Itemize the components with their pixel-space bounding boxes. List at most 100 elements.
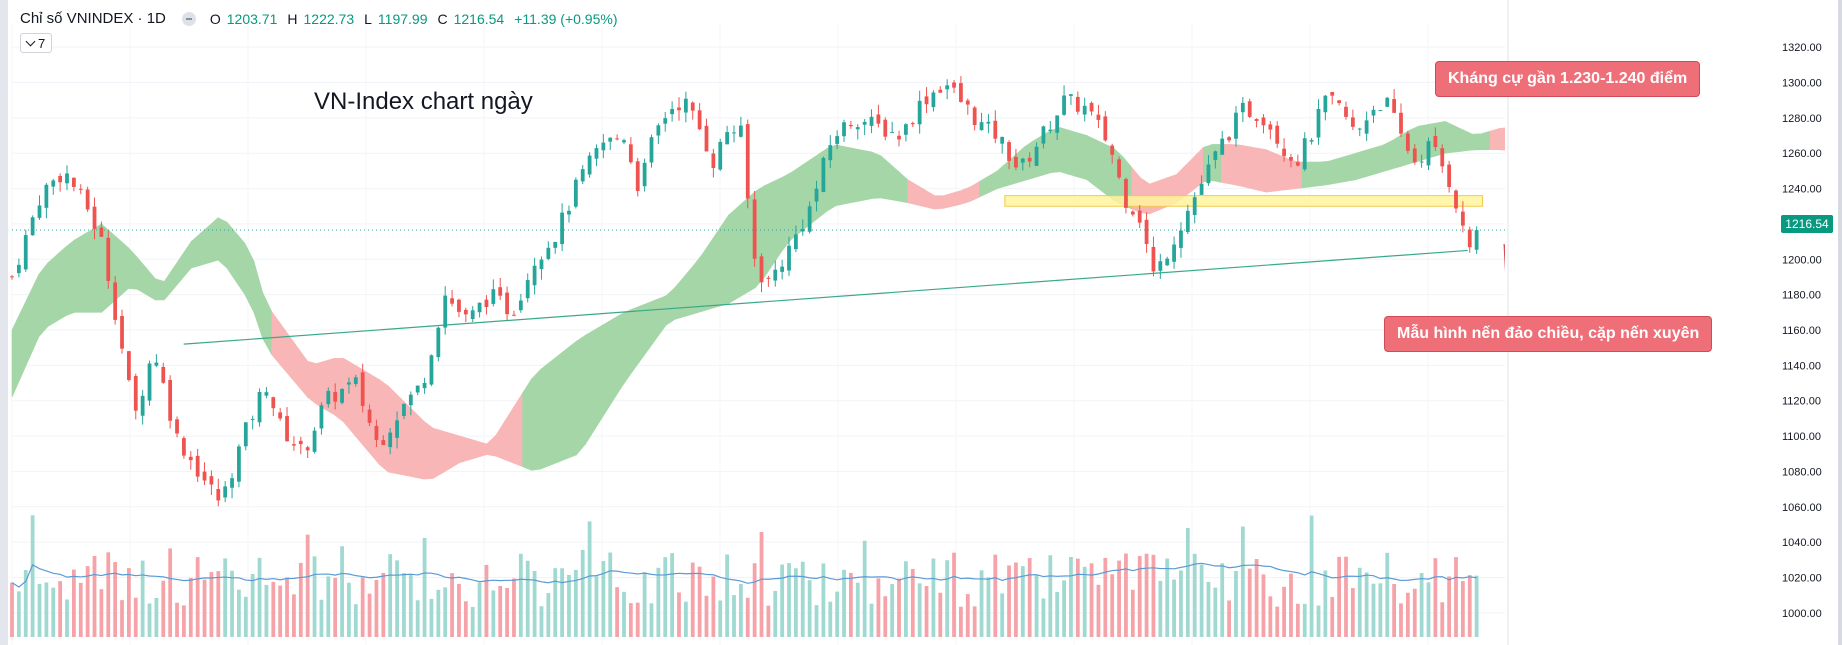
candle-body [697,110,702,130]
candle-body [1055,115,1060,133]
volume-bar [622,591,626,637]
volume-bar [1433,558,1438,637]
volume-bar [917,583,922,637]
volume-bar [1137,555,1142,637]
volume-bar [1344,556,1348,637]
volume-bar [161,580,166,637]
cloud-bear-slice [486,434,497,457]
volume-bar [1014,562,1018,637]
candle-body [670,108,675,115]
candle-body [1048,129,1053,131]
candle-body [1096,114,1101,120]
volume-bar [429,598,434,637]
cloud-bull-slice [871,151,882,199]
volume-bar [1227,600,1231,637]
volume-bar [842,569,846,637]
candle-body [835,136,840,144]
volume-bar [656,567,661,637]
volume-bar [78,582,83,637]
volume-bar [849,572,853,637]
candle-body [718,141,723,170]
volume-bar [979,570,984,637]
candle-body [168,380,173,421]
volume-bar [188,577,193,637]
volume-bar [1247,568,1252,637]
volume-bar [133,597,138,637]
indicators-toggle-button[interactable]: 7 [20,33,53,53]
candle-body [1268,124,1273,130]
volume-bar [1378,583,1383,637]
candle-body [120,315,124,349]
symbol-title[interactable]: Chỉ số VNINDEX · 1D [20,10,166,27]
candle-body [127,351,131,380]
volume-bar [938,592,943,637]
cloud-bear-slice [414,411,425,480]
cloud-bull-slice [531,368,541,471]
candle-body [1344,106,1348,117]
volume-bar [216,571,221,637]
volume-bar [628,603,633,637]
candle-body [353,377,358,385]
cloud-bull-slice [629,305,640,376]
volume-bar [51,587,56,637]
candle-body [711,153,716,168]
cloud-bull-slice [1337,155,1348,184]
cloud-bear-slice [477,440,488,458]
candle-body [690,102,695,111]
candle-body [601,142,606,151]
volume-bar [677,592,681,637]
volume-bar [319,599,324,637]
volume-bar [1020,566,1025,637]
candle-body [1089,102,1094,112]
candle-body [1385,97,1390,107]
candle-body [85,189,90,210]
volume-bar [450,573,454,637]
cloud-bull-slice [1319,160,1330,187]
volume-bar [1474,575,1479,637]
volume-bar [1295,603,1300,637]
volume-bar [615,587,619,637]
candle-body [333,392,338,402]
candle-body [890,132,895,134]
candle-body [92,206,97,229]
candle-body [560,212,564,245]
y-tick-label: 1040.00 [1782,537,1822,549]
candle-body [326,390,331,405]
candle-body [1247,101,1252,117]
volume-bar [257,557,262,637]
status-dot-icon[interactable] [181,11,196,26]
volume-bar [732,595,736,637]
volume-bar [71,569,76,637]
candle-body [44,184,49,208]
volume-bar [353,604,358,637]
candle-body [37,205,42,218]
volume-bar [780,564,785,637]
cloud-bull-slice [208,217,219,264]
candle-body [573,179,578,207]
cloud-bull-slice [602,318,613,418]
candle-body [677,107,681,111]
candle-body [113,282,118,320]
volume-bar [1234,571,1238,637]
candle-body [1405,133,1410,151]
candle-body [30,217,35,236]
cloud-bull-slice [74,234,84,313]
cloud-bull-slice [163,267,174,301]
cloud-bull-slice [540,361,550,470]
cloud-bear-slice [271,310,282,367]
cloud-bull-slice [585,329,595,446]
volume-bar [807,580,812,637]
volume-bar [1399,603,1403,637]
candle-body [477,302,482,313]
volume-bar [243,596,248,637]
candle-body [917,100,922,125]
volume-bar [800,561,805,637]
volume-bar [1110,574,1115,637]
volume-bar [395,560,399,637]
candle-body [1371,109,1376,116]
candle-body [780,266,785,272]
cloud-bear-slice [504,406,514,464]
candle-body [649,137,654,163]
volume-bar [1185,527,1190,637]
